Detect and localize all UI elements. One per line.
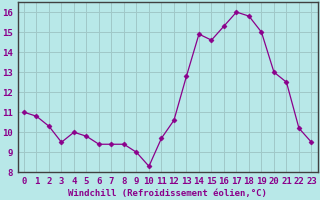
X-axis label: Windchill (Refroidissement éolien,°C): Windchill (Refroidissement éolien,°C) [68, 189, 267, 198]
